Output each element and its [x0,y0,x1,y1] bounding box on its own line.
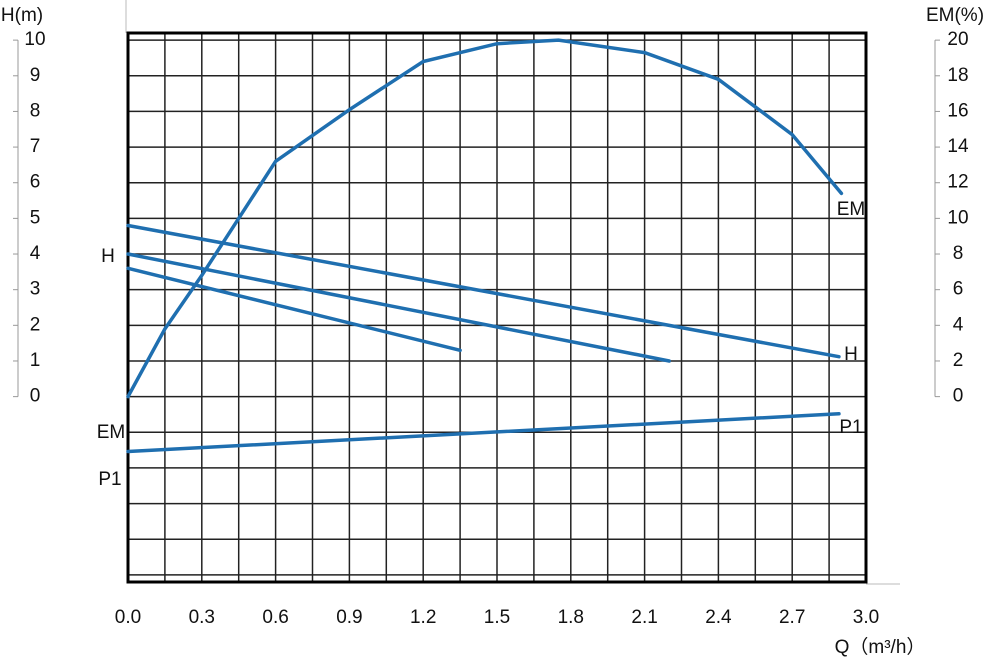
curve-label: H [844,344,858,365]
line-series [126,223,841,359]
line-series [126,266,462,353]
y-tick-label: 4 [30,243,41,264]
y-tick-label: 0 [30,386,41,407]
x-tick-label: 1.5 [484,607,510,628]
y2-tick-label: 2 [953,350,964,371]
line-series [126,252,671,363]
y2-tick-label: 20 [947,29,968,50]
x-tick-label: 2.7 [779,607,805,628]
y2-tick-label: 18 [947,65,968,86]
y-tick-label: 2 [30,314,41,335]
x-tick-label: 2.1 [631,607,657,628]
x-tick-label: 0.6 [262,607,288,628]
curve-label: EM [97,422,126,443]
y-tick-label: 1 [30,350,41,371]
y-tick-label: 6 [30,172,41,193]
y-tick-label: 5 [30,207,41,228]
y2-tick-label: 8 [953,243,964,264]
x-tick-label: 3.0 [853,607,879,628]
y-tick-label: 3 [30,279,41,300]
line-series [126,411,841,454]
y2-tick-label: 14 [947,136,969,157]
y2-tick-label: 12 [947,172,968,193]
y-tick-label: 8 [30,100,41,121]
y-tick-label: 7 [30,136,41,157]
y2-tick-label: 6 [953,279,964,300]
y2-tick-label: 4 [953,314,964,335]
x-tick-label: 0.3 [189,607,215,628]
curve-label: P1 [98,469,121,490]
y2-tick-label: 16 [947,100,968,121]
curve-label: H [101,246,115,267]
y-axis-label: H(m) [1,5,43,26]
x-tick-label: 0.0 [115,607,141,628]
curve-label: EM [837,199,866,220]
x-tick-label: 2.4 [705,607,732,628]
y2-tick-label: 10 [947,207,968,228]
y-tick-label: 9 [30,65,41,86]
plot-frame [126,31,868,584]
y-tick-label: 10 [24,29,45,50]
x-axis-label: Q（m³/h） [835,636,926,658]
y2-axis-label: EM(%) [926,5,984,26]
line-series [126,38,844,399]
x-tick-label: 0.9 [336,607,362,628]
y2-tick-label: 0 [953,386,964,407]
x-tick-label: 1.8 [558,607,584,628]
x-tick-label: 1.2 [410,607,436,628]
curve-label: P1 [839,417,862,438]
